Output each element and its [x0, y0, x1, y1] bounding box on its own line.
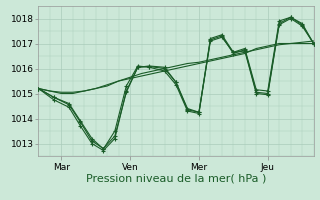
X-axis label: Pression niveau de la mer( hPa ): Pression niveau de la mer( hPa ) — [86, 173, 266, 183]
